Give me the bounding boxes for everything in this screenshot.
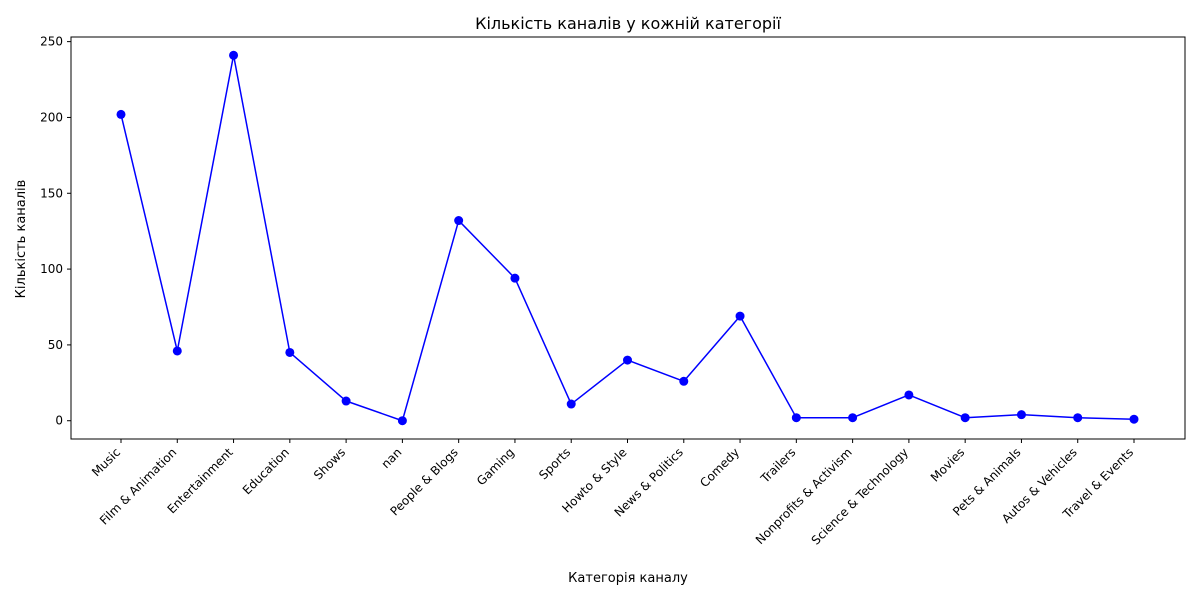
data-point — [623, 355, 632, 365]
data-point — [397, 416, 407, 426]
data-point — [285, 347, 295, 357]
data-point — [1073, 413, 1083, 423]
data-point — [566, 399, 576, 409]
data-point — [229, 50, 239, 60]
data-point — [848, 413, 858, 423]
y-tick-label: 0 — [55, 414, 63, 428]
y-tick-label: 50 — [48, 338, 63, 352]
data-point — [510, 273, 520, 283]
data-point — [172, 346, 182, 356]
y-tick-label: 100 — [40, 262, 63, 276]
chart-title: Кількість каналів у кожній категорії — [475, 14, 781, 33]
data-point — [904, 390, 914, 400]
y-tick-label: 200 — [40, 110, 63, 124]
data-point — [454, 216, 464, 226]
data-point — [341, 396, 351, 406]
data-point — [960, 413, 970, 423]
y-tick-label: 250 — [40, 35, 63, 49]
x-axis-label: Категорія каналу — [568, 571, 688, 586]
data-point — [735, 311, 745, 321]
data-point — [1016, 410, 1026, 420]
data-point — [116, 109, 126, 119]
series-line-group — [116, 50, 1139, 426]
y-axis-label: Кількість каналів — [14, 180, 29, 299]
data-point — [679, 376, 689, 386]
data-point — [1129, 414, 1139, 424]
data-point — [791, 413, 801, 423]
y-axis-ticks: 0 50 100 150 200 250 — [40, 35, 71, 428]
y-tick-label: 150 — [40, 186, 63, 200]
